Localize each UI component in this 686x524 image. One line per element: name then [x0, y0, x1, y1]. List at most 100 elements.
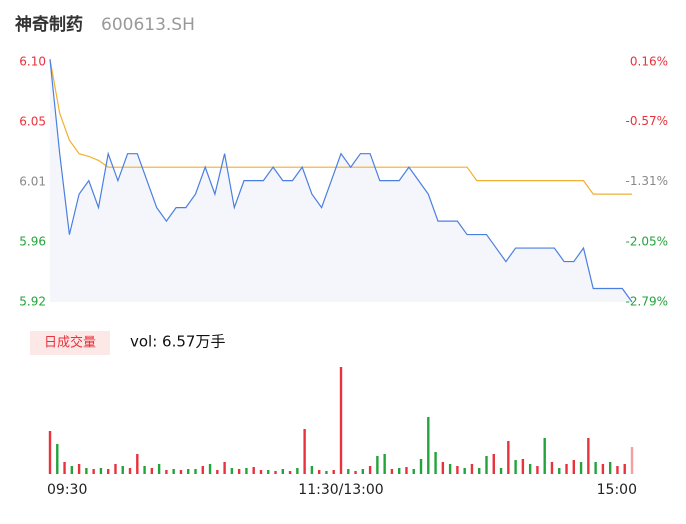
- volume-bar: [56, 444, 59, 474]
- x-tick-label: 15:00: [597, 482, 637, 498]
- volume-bar: [565, 464, 568, 474]
- volume-bar: [281, 469, 284, 474]
- stock-name: 神奇制药: [15, 14, 83, 35]
- y-tick-label: 6.05: [19, 115, 46, 129]
- volume-bar: [587, 438, 590, 474]
- volume-bar: [274, 471, 277, 474]
- volume-bar: [390, 469, 394, 474]
- volume-bar: [208, 464, 212, 474]
- y-tick-label: 5.92: [19, 295, 46, 309]
- volume-bar: [194, 469, 197, 474]
- x-tick-label: 11:30/13:00: [298, 482, 383, 498]
- volume-bar: [499, 468, 503, 474]
- y2-tick-label: -2.05%: [626, 234, 668, 248]
- volume-bar: [339, 367, 343, 474]
- volume-bar: [150, 468, 154, 474]
- volume-bar: [85, 468, 88, 474]
- volume-bar: [252, 467, 255, 474]
- legend-badge: [30, 331, 110, 355]
- volume-bar: [107, 469, 110, 474]
- volume-bar: [354, 471, 357, 474]
- volume-bar: [550, 462, 554, 474]
- volume-bar: [267, 470, 270, 474]
- y2-tick-label: -2.79%: [626, 295, 668, 309]
- volume-bar: [114, 464, 117, 474]
- volume-bar: [325, 471, 328, 474]
- volume-bar: [383, 454, 386, 474]
- volume-bar: [448, 464, 452, 474]
- volume-bar: [347, 469, 350, 474]
- volume-bar: [630, 447, 634, 474]
- volume-bar: [521, 459, 525, 474]
- volume-bar: [237, 469, 241, 474]
- volume-bar: [288, 471, 292, 474]
- volume-bar: [136, 454, 139, 474]
- volume-bar: [456, 466, 459, 474]
- volume-bar: [48, 431, 52, 474]
- volume-bar: [165, 470, 168, 474]
- x-tick-label: 09:30: [47, 482, 87, 498]
- volume-bar: [463, 468, 466, 474]
- volume-bar: [216, 470, 219, 474]
- volume-bar: [157, 464, 161, 474]
- volume-bar: [92, 469, 95, 474]
- volume-bar: [296, 468, 299, 474]
- volume-bar: [441, 462, 445, 474]
- stock-code: 600613.SH: [101, 15, 195, 35]
- volume-bar: [616, 466, 619, 474]
- volume-bar: [223, 462, 226, 474]
- volume-bar: [536, 466, 539, 474]
- volume-bar: [478, 468, 481, 474]
- volume-bar: [572, 460, 575, 474]
- volume-bar: [594, 462, 597, 474]
- volume-bar: [70, 466, 74, 474]
- y-tick-label: 6.10: [19, 55, 46, 69]
- y2-tick-label: 0.16%: [630, 55, 668, 69]
- y-tick-label: 5.96: [19, 235, 46, 249]
- volume-bar: [310, 466, 314, 474]
- volume-bar: [376, 456, 379, 474]
- price-line: [49, 59, 633, 303]
- volume-bar: [623, 464, 626, 474]
- y2-tick-label: -1.31%: [626, 174, 668, 188]
- volume-bar: [201, 466, 204, 474]
- volume-bar: [361, 469, 365, 474]
- volume-bar: [405, 467, 408, 474]
- volume-bar: [485, 456, 488, 474]
- volume-bar: [579, 462, 583, 474]
- volume-bar: [427, 417, 430, 474]
- volume-title: 日成交量: [44, 335, 96, 351]
- volume-bar: [187, 469, 190, 474]
- volume-bar: [507, 441, 510, 474]
- volume-bar: [303, 429, 306, 474]
- volume-bar: [470, 464, 474, 474]
- volume-bar: [77, 464, 81, 474]
- volume-bar: [528, 464, 532, 474]
- volume-bar: [368, 466, 372, 474]
- price-area: [50, 59, 632, 302]
- volume-bar: [245, 468, 248, 474]
- volume-bar: [412, 469, 415, 474]
- volume-bar: [601, 464, 605, 474]
- y-tick-label: 6.01: [19, 175, 46, 189]
- volume-bar: [558, 468, 561, 474]
- volume-bar: [434, 452, 437, 474]
- volume-bar: [398, 468, 401, 474]
- avg-line: [49, 59, 632, 195]
- volume-bar: [99, 468, 103, 474]
- volume-bar: [419, 459, 423, 474]
- volume-bar: [128, 468, 132, 474]
- volume-bar: [143, 466, 146, 474]
- volume-bar: [514, 460, 517, 474]
- volume-bar: [317, 470, 321, 474]
- volume-bar: [608, 462, 612, 474]
- volume-annotation: vol: 6.57万手: [130, 333, 225, 351]
- y2-tick-label: -0.57%: [626, 114, 668, 128]
- volume-bar: [121, 466, 124, 474]
- volume-bar: [259, 470, 263, 474]
- volume-bar: [172, 469, 175, 474]
- volume-bar: [63, 462, 66, 474]
- volume-bar: [543, 438, 546, 474]
- volume-bar: [332, 470, 335, 474]
